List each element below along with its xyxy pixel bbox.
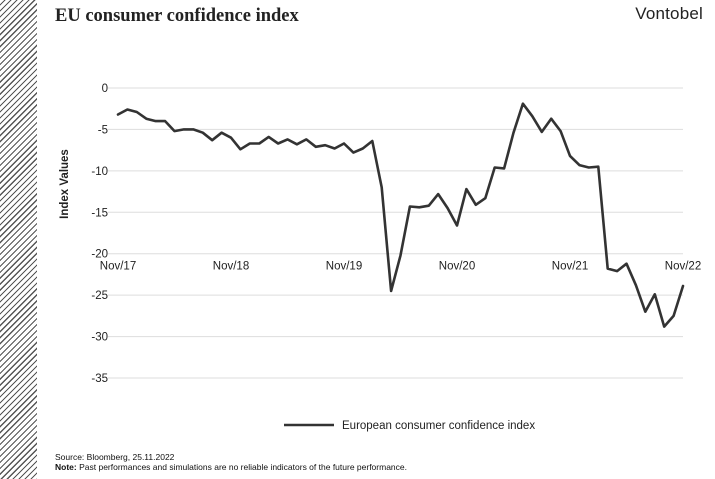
y-tick-label: -15	[91, 207, 108, 219]
y-tick-label: -30	[91, 332, 108, 344]
series-line-consumer-confidence	[116, 102, 685, 328]
x-axis-ticks: Nov/17 Nov/18 Nov/19 Nov/20 Nov/21 Nov/22	[100, 261, 701, 273]
y-tick-label: 0	[102, 83, 108, 95]
footer: Source: Bloomberg, 25.11.2022 Note: Past…	[55, 452, 407, 472]
y-tick-label: -35	[91, 373, 108, 385]
x-tick-label: Nov/21	[552, 261, 588, 273]
note-label: Note:	[55, 462, 77, 472]
y-axis-label: Index Values	[59, 149, 71, 219]
gridlines	[108, 87, 683, 379]
y-tick-label: -10	[91, 166, 108, 178]
chart-title: EU consumer confidence index	[55, 6, 299, 26]
legend: European consumer confidence index	[284, 420, 535, 432]
x-tick-label: Nov/22	[665, 261, 701, 273]
y-axis-ticks: 0 -5 -10 -15 -20 -25 -30 -35	[91, 83, 108, 385]
hatched-side-band	[0, 0, 37, 479]
x-tick-label: Nov/19	[326, 261, 362, 273]
brand-logo: Vontobel	[635, 4, 703, 23]
legend-label: European consumer confidence index	[342, 420, 535, 432]
x-tick-label: Nov/20	[439, 261, 475, 273]
disclaimer: Note: Past performances and simulations …	[55, 462, 407, 472]
x-tick-label: Nov/17	[100, 261, 136, 273]
y-tick-label: -5	[98, 124, 108, 136]
y-tick-label: -25	[91, 290, 108, 302]
x-tick-label: Nov/18	[213, 261, 249, 273]
y-tick-label: -20	[91, 249, 108, 261]
note-text: Past performances and simulations are no…	[76, 462, 407, 472]
source-note: Source: Bloomberg, 25.11.2022	[55, 452, 175, 462]
